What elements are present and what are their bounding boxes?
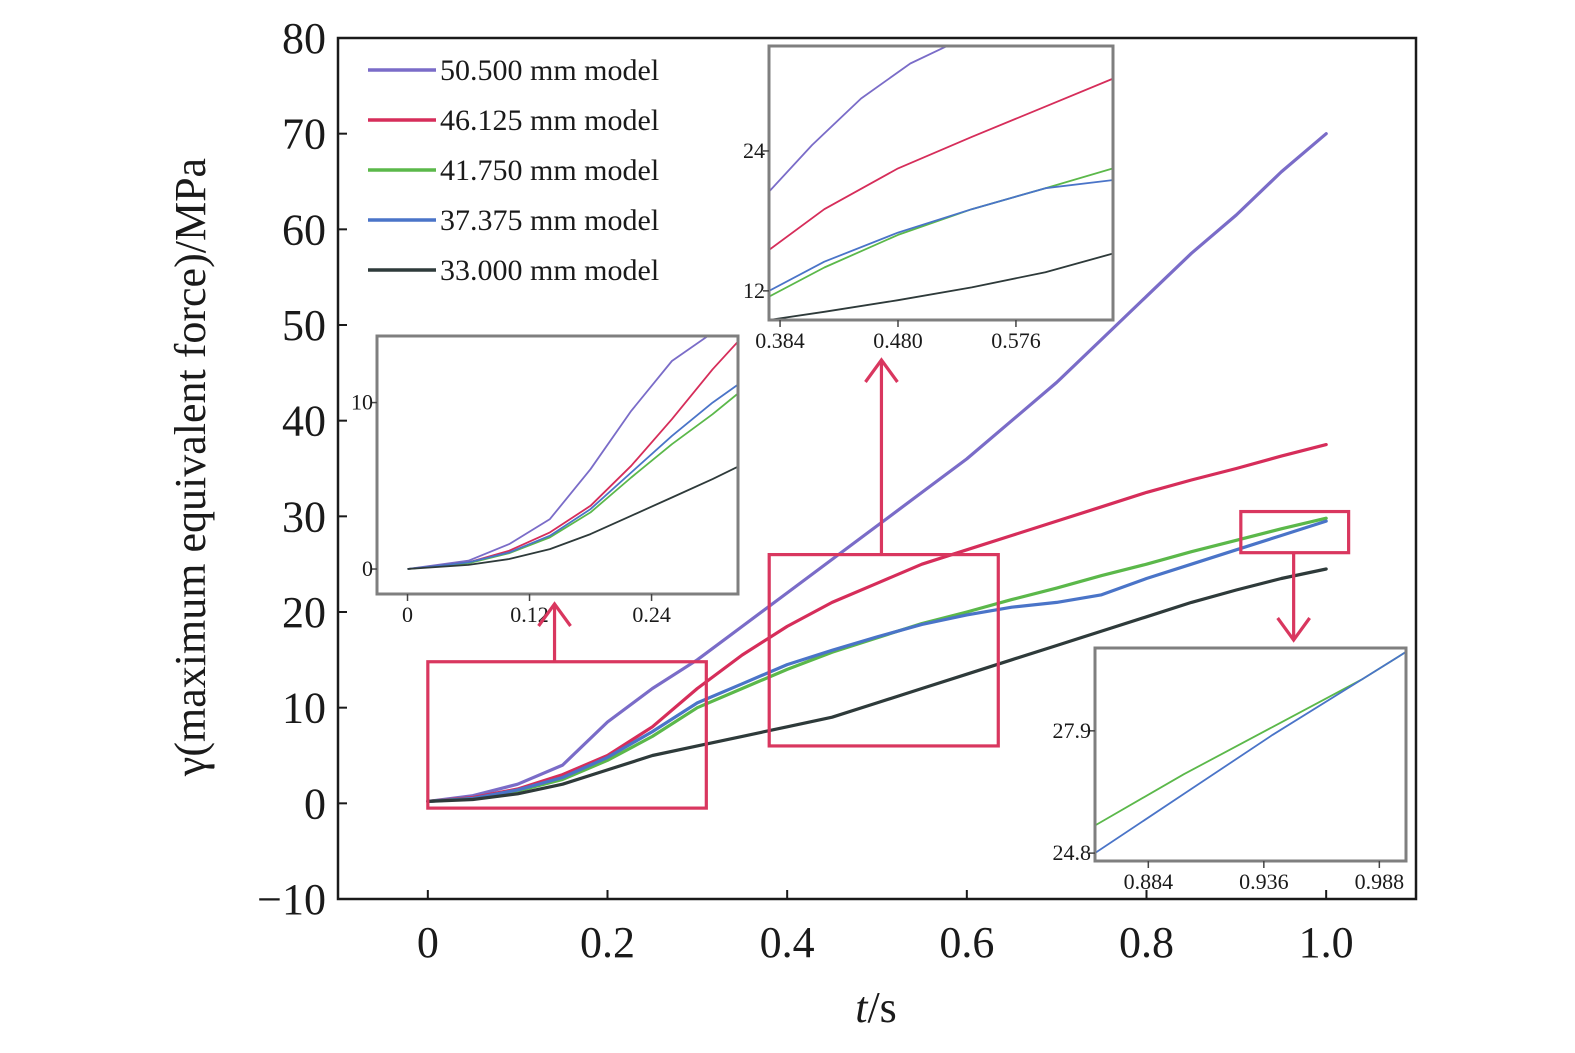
inset-x-tick-label: 0.12 (510, 602, 549, 627)
inset-x-tick-label: 0.384 (755, 328, 805, 353)
y-tick-label: 40 (282, 397, 326, 446)
inset-y-tick-label: 12 (743, 278, 765, 303)
inset-x-tick-label: 0.988 (1355, 869, 1405, 894)
main-series-layer (426, 132, 1328, 804)
inset-series-line (407, 466, 737, 570)
highlight-box-1 (767, 552, 1000, 748)
inset-y-tick-label: 24.8 (1053, 840, 1092, 865)
x-tick-label: 1.0 (1299, 918, 1354, 967)
x-tick-label: 0.8 (1119, 918, 1174, 967)
inset-y-tick-label: 10 (351, 390, 373, 415)
inset-series-line (407, 337, 708, 570)
inset-x-tick-label: 0.24 (632, 602, 671, 627)
y-tick-label: 80 (282, 14, 326, 63)
x-axis-title: t/s (855, 983, 897, 1032)
arrow-layer (537, 357, 1311, 662)
x-tick-label: 0.4 (760, 918, 815, 967)
y-tick-label: 0 (304, 779, 326, 828)
inset-1: 0.384 0.480 0.576 12 24 (743, 44, 1115, 353)
inset-series-line (770, 167, 1112, 297)
series-line-4 (426, 567, 1328, 804)
legend-label: 50.500 mm model (440, 54, 659, 87)
y-tick-label: 70 (282, 110, 326, 159)
series-line-0 (426, 132, 1328, 804)
legend-label: 46.125 mm model (440, 104, 659, 137)
highlight-box-0 (426, 660, 708, 810)
inset-curves (770, 47, 1112, 319)
inset-y-tick-label: 24 (743, 138, 765, 163)
inset-series-line (407, 384, 737, 570)
inset-frame (375, 334, 740, 596)
inset-y-tick-label: 0 (362, 556, 373, 581)
y-tick-label: 60 (282, 205, 326, 254)
x-axis-title-unit: /s (867, 983, 896, 1032)
x-tick-layer: 0 0.2 0.4 0.6 0.8 1.0 (417, 890, 1354, 967)
inset-layer: 0 0.12 0.24 0 10 0.384 0.480 0.576 12 24 0.884 0.93… (351, 44, 1408, 894)
y-tick-label: −10 (257, 875, 326, 924)
y-tick-label: 20 (282, 588, 326, 637)
y-axis-title: γ(maximum equivalent force)/MPa (166, 158, 215, 777)
legend-label: 37.375 mm model (440, 204, 659, 237)
y-tick-label: 10 (282, 684, 326, 733)
x-tick-label: 0 (417, 918, 439, 967)
y-tick-label: 30 (282, 492, 326, 541)
inset-y-tick-label: 27.9 (1053, 718, 1092, 743)
inset-frame (767, 44, 1115, 322)
inset-x-tick-label: 0.936 (1239, 869, 1289, 894)
arrow-head-2 (1276, 617, 1311, 643)
legend-label: 41.750 mm model (440, 154, 659, 187)
arrow-head-0 (537, 601, 572, 627)
y-tick-layer: −10 0 10 20 30 40 50 60 70 80 (257, 14, 347, 924)
plot-frame-layer (336, 36, 1418, 901)
x-tick-label: 0.6 (939, 918, 994, 967)
inset-x-tick-label: 0.576 (991, 328, 1041, 353)
inset-series-line (770, 78, 1112, 251)
inset-series-line (772, 252, 1112, 319)
inset-2: 0.884 0.936 0.988 24.8 27.9 (1053, 646, 1408, 894)
inset-0: 0 0.12 0.24 0 10 (351, 334, 740, 627)
legend: 50.500 mm model 46.125 mm model 41.750 mm … (368, 54, 659, 287)
inset-x-tick-label: 0.884 (1124, 869, 1174, 894)
inset-series-line (770, 47, 947, 192)
inset-curves (407, 337, 737, 570)
legend-label: 33.000 mm model (440, 254, 659, 287)
arrow-head-1 (864, 357, 899, 383)
x-axis-title-italic: t (855, 983, 869, 1032)
inset-x-tick-label: 0.480 (873, 328, 923, 353)
inset-series-line (1096, 651, 1405, 854)
inset-curves (1096, 651, 1405, 854)
x-tick-label: 0.2 (580, 918, 635, 967)
series-line-3 (426, 519, 1328, 804)
series-line-1 (426, 443, 1328, 804)
plot-frame (336, 36, 1418, 901)
y-tick-label: 50 (282, 301, 326, 350)
inset-x-tick-label: 0 (402, 602, 413, 627)
inset-series-line (770, 179, 1112, 292)
